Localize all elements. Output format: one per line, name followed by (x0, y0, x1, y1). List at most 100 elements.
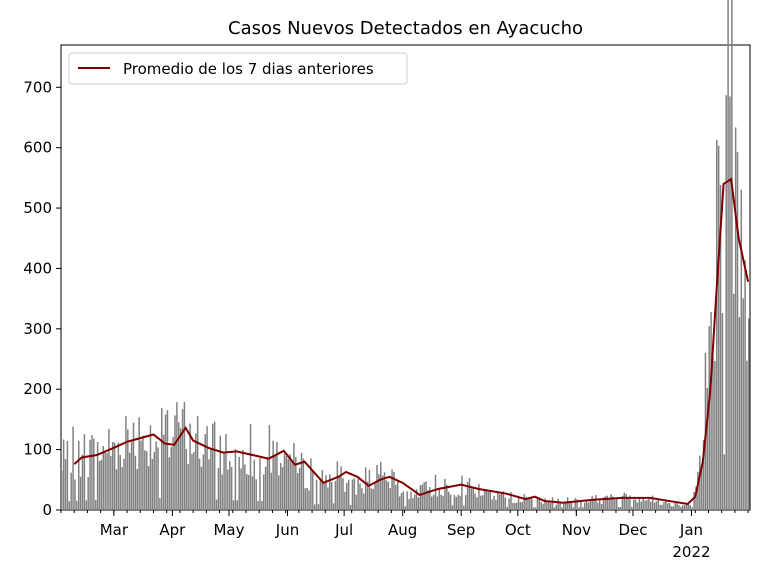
daily-case-bar (523, 494, 525, 510)
x-tick-label: Jul (334, 521, 353, 539)
daily-case-bar (121, 467, 123, 510)
daily-case-bar (397, 480, 399, 510)
daily-case-bar (481, 495, 484, 510)
daily-case-bar (521, 502, 524, 510)
daily-case-bar (444, 478, 446, 510)
daily-case-bar (302, 458, 305, 510)
daily-case-bar (478, 484, 480, 510)
daily-case-bar (710, 312, 712, 510)
daily-case-bar (712, 357, 714, 510)
daily-case-bar (540, 502, 542, 510)
daily-case-bar (470, 488, 473, 510)
daily-case-bar (374, 483, 376, 510)
daily-case-bar (476, 497, 478, 510)
x-tick-label: Aug (388, 521, 417, 539)
daily-case-bar (572, 507, 575, 510)
daily-case-bar (538, 497, 541, 510)
daily-case-bar (151, 458, 154, 510)
daily-case-bar (166, 410, 169, 510)
daily-case-bar (587, 502, 590, 510)
daily-case-bar (447, 491, 450, 510)
daily-case-bar (415, 489, 418, 510)
daily-case-bar (185, 448, 188, 510)
daily-case-bar (198, 458, 201, 510)
daily-case-bar (66, 440, 69, 510)
daily-case-bar (161, 407, 163, 510)
x-tick-label: Nov (562, 521, 591, 539)
daily-case-bar (93, 438, 95, 510)
daily-case-bar (457, 494, 459, 510)
daily-case-bar (359, 483, 361, 510)
daily-case-bar (531, 497, 533, 510)
daily-case-bar (281, 467, 284, 510)
daily-case-bar (349, 504, 352, 510)
daily-case-bar (534, 507, 537, 510)
daily-case-bar (464, 495, 467, 510)
daily-case-bar (723, 454, 726, 510)
y-tick-label: 0 (42, 501, 52, 519)
daily-case-bar (206, 426, 208, 510)
daily-case-bar (117, 442, 120, 510)
daily-case-bar (729, 96, 731, 511)
daily-case-bar (145, 451, 148, 510)
daily-case-bar (278, 475, 280, 510)
daily-case-bar (434, 474, 437, 510)
daily-case-bar (325, 475, 327, 510)
daily-case-bar (697, 471, 699, 510)
daily-case-bar (642, 498, 644, 510)
daily-case-bar (391, 469, 393, 510)
daily-case-bar (740, 189, 743, 510)
daily-case-bar (244, 464, 246, 510)
daily-case-bar (557, 498, 559, 510)
daily-case-bar (334, 481, 337, 510)
daily-case-bar (285, 456, 288, 510)
daily-case-bar (128, 452, 131, 510)
y-tick-label: 500 (23, 199, 52, 217)
daily-case-bar (725, 95, 727, 510)
daily-case-bar (159, 498, 161, 510)
daily-case-bar (708, 326, 710, 510)
daily-case-bar (378, 474, 380, 510)
daily-case-bar (162, 434, 165, 510)
daily-case-bar (742, 298, 744, 510)
daily-case-bar (423, 482, 425, 510)
daily-case-bar (170, 447, 172, 510)
daily-case-bar (666, 503, 669, 510)
daily-case-bar (72, 426, 74, 510)
daily-case-bar (634, 499, 637, 510)
daily-case-bar (323, 481, 325, 510)
daily-case-bar (404, 506, 407, 510)
daily-case-bar (306, 487, 308, 510)
daily-case-bar (565, 503, 567, 510)
x-tick-label: Jun (275, 521, 299, 539)
daily-case-bar (313, 504, 316, 510)
daily-case-bar (546, 501, 548, 510)
daily-case-bar (115, 469, 118, 510)
daily-case-bar (472, 487, 474, 510)
daily-case-bar (432, 494, 435, 510)
daily-case-bar (734, 127, 737, 511)
daily-case-bar (172, 437, 174, 510)
daily-case-bar (659, 504, 661, 510)
daily-case-bar (585, 499, 588, 510)
daily-case-bar (459, 495, 461, 510)
daily-case-bar (640, 501, 643, 510)
daily-case-bar (127, 429, 129, 510)
daily-case-bar (442, 495, 444, 510)
daily-case-bar (287, 458, 290, 510)
daily-case-bar (563, 503, 565, 510)
daily-case-bar (266, 457, 269, 510)
daily-case-bar (542, 503, 544, 510)
daily-case-bar (716, 139, 718, 511)
daily-case-bar (274, 454, 276, 510)
daily-case-bar (181, 409, 184, 510)
daily-case-bar (589, 500, 592, 510)
daily-case-bar (682, 505, 684, 510)
daily-case-bar (262, 474, 265, 510)
daily-case-bar (555, 504, 558, 510)
daily-case-bar (602, 497, 605, 510)
daily-case-bar (64, 459, 67, 510)
daily-case-bar (651, 495, 654, 510)
daily-case-bar (744, 260, 746, 510)
